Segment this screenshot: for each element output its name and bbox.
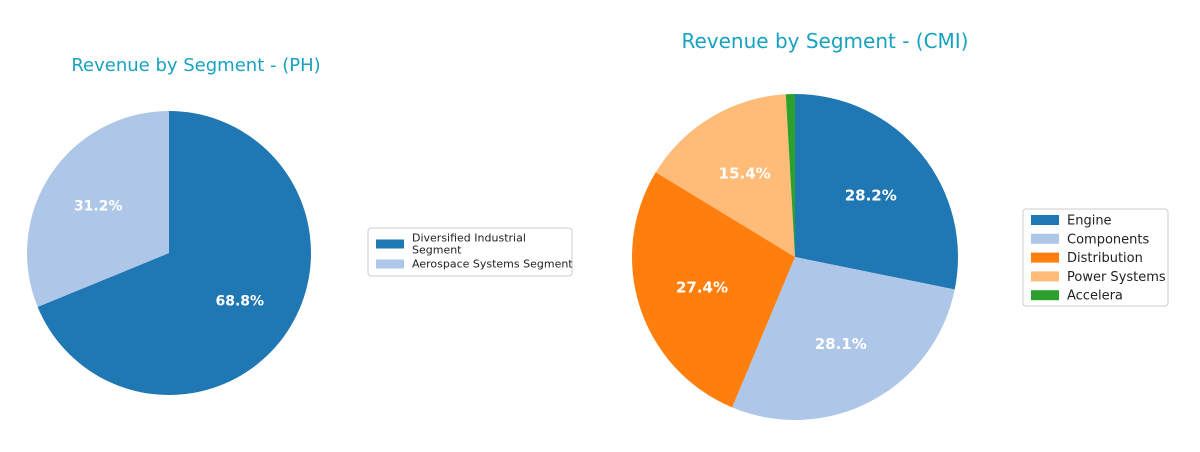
- legend-cmi: Engine Components Distribution Power System…: [1022, 208, 1169, 307]
- pie-label-power-systems: 15.4%: [719, 165, 771, 183]
- legend-swatch-engine: [1031, 215, 1059, 225]
- legend-swatch-power-systems: [1031, 271, 1059, 282]
- legend-swatch-aerospace-systems-segment: [376, 259, 404, 269]
- legend-label-diversified-industrial-segment: Segment: [412, 243, 462, 256]
- legend-label-engine: Engine: [1067, 213, 1112, 228]
- pie-slice-distribution: [632, 172, 795, 408]
- legend-swatch-distribution: [1031, 252, 1059, 263]
- legend-label-power-systems: Power Systems: [1067, 270, 1166, 285]
- legend-label-components: Components: [1067, 232, 1149, 247]
- pie-label-engine: 28.2%: [845, 187, 897, 205]
- pie-slice-accelera: [785, 94, 795, 257]
- legend-swatch-components: [1031, 233, 1059, 244]
- pie-slices-cmi: [632, 94, 958, 420]
- pie-chart-cmi: Revenue by Segment - (CMI) 28.2% 28.1% 27.…: [632, 29, 1169, 420]
- pie-slice-engine: [795, 94, 958, 290]
- pie-chart-ph: Revenue by Segment - (PH) 68.8% 31.2% Div…: [27, 55, 573, 395]
- pie-label-components: 28.1%: [815, 335, 867, 353]
- pie-labels-cmi: 28.2% 28.1% 27.4% 15.4%: [676, 165, 897, 353]
- pie-slice-components: [732, 257, 955, 420]
- pie-label-distribution: 27.4%: [676, 279, 728, 297]
- pie-label-aerospace-systems-segment: 31.2%: [74, 199, 123, 215]
- pie-slice-power-systems: [655, 94, 795, 257]
- pie-slice-aerospace-systems-segment: [27, 111, 169, 307]
- pie-labels-ph: 68.8% 31.2%: [74, 199, 264, 310]
- pie-slices-ph: [27, 111, 311, 395]
- legend-label-aerospace-systems-segment: Aerospace Systems Segment: [412, 257, 573, 270]
- legend-swatch-accelera: [1031, 290, 1059, 301]
- legend-frame: [1022, 208, 1169, 307]
- pie-slice-diversified-industrial-segment: [37, 111, 311, 395]
- chart-title-cmi: Revenue by Segment - (CMI): [681, 29, 968, 53]
- legend-swatch-diversified-industrial-segment: [376, 239, 404, 249]
- pie-label-diversified-industrial-segment: 68.8%: [215, 293, 264, 309]
- legend-frame: [367, 227, 573, 277]
- chart-title-ph: Revenue by Segment - (PH): [71, 55, 320, 76]
- legend-label-accelera: Accelera: [1067, 289, 1123, 304]
- legend-label-distribution: Distribution: [1067, 251, 1143, 266]
- legend-label-diversified-industrial-segment: Diversified Industrial: [412, 231, 526, 244]
